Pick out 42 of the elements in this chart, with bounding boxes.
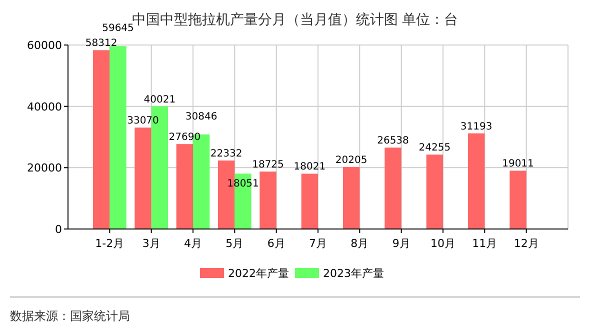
bar bbox=[176, 144, 193, 229]
x-tick-label: 10月 bbox=[430, 237, 456, 250]
data-label: 59645 bbox=[102, 23, 134, 34]
bar bbox=[426, 154, 443, 229]
y-tick-label: 20000 bbox=[27, 162, 62, 175]
bar bbox=[384, 148, 402, 229]
bar bbox=[93, 50, 110, 229]
data-label: 18021 bbox=[294, 162, 326, 173]
data-label: 58312 bbox=[85, 38, 118, 50]
x-tick-label: 1-2月 bbox=[95, 237, 124, 250]
bar bbox=[301, 174, 318, 229]
x-tick-label: 11月 bbox=[472, 237, 498, 250]
data-label: 26538 bbox=[377, 136, 409, 147]
data-label: 18725 bbox=[252, 160, 284, 171]
x-tick-label: 12月 bbox=[514, 237, 539, 250]
y-tick-label: 60000 bbox=[27, 39, 62, 52]
x-tick-label: 5月 bbox=[226, 237, 244, 250]
x-tick-label: 4月 bbox=[184, 237, 202, 250]
y-tick-label: 40000 bbox=[27, 100, 62, 114]
data-label: 40021 bbox=[144, 94, 176, 106]
legend-label: 2022年产量 bbox=[228, 267, 289, 280]
x-tick-label: 9月 bbox=[392, 237, 410, 250]
data-label: 19011 bbox=[502, 158, 534, 170]
bar bbox=[134, 128, 152, 229]
legend-label: 2023年产量 bbox=[323, 267, 384, 280]
bar bbox=[468, 133, 485, 229]
bar bbox=[510, 170, 526, 229]
x-tick-label: 8月 bbox=[350, 237, 369, 250]
source-note: 数据来源：国家统计局 bbox=[10, 309, 130, 323]
data-label: 30846 bbox=[185, 111, 218, 122]
bar bbox=[343, 167, 360, 229]
bar bbox=[110, 46, 126, 229]
y-tick-label: 0 bbox=[55, 223, 62, 236]
x-tick-label: 6月 bbox=[267, 237, 286, 250]
x-tick-label: 3月 bbox=[142, 237, 160, 250]
data-label: 20205 bbox=[335, 155, 368, 166]
bar bbox=[260, 172, 276, 229]
data-label: 24255 bbox=[418, 142, 451, 154]
chart-title: 中国中型拖拉机产量分月（当月值）统计图 单位：台 bbox=[132, 12, 458, 28]
data-label: 22332 bbox=[210, 148, 242, 160]
x-tick-label: 7月 bbox=[309, 237, 327, 250]
data-label: 31193 bbox=[460, 121, 492, 132]
